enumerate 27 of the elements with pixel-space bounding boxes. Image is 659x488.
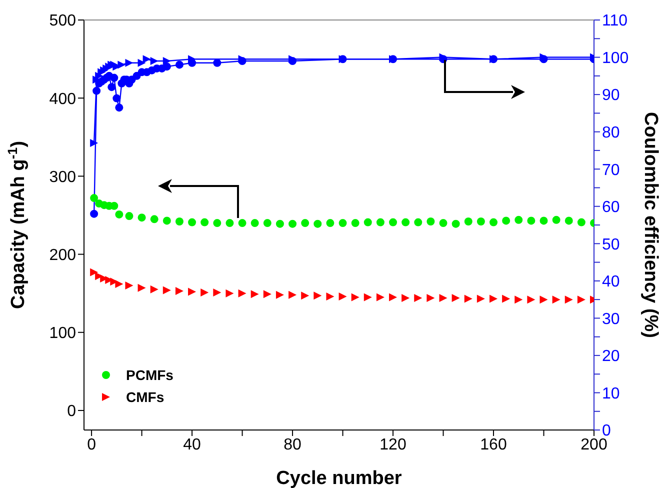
y2-tick-label: 50 [602,236,620,254]
y2-tick-label: 40 [602,274,620,291]
legend-label: PCMFs [126,367,174,383]
x-tick-label: 40 [183,436,202,454]
y-tick-label: 0 [67,403,76,420]
y2-tick-label: 100 [602,50,629,67]
x-tick-label: 200 [580,436,608,454]
y2-tick-label: 60 [602,199,620,216]
y-tick-label: 300 [49,168,76,186]
x-tick-label: 80 [284,436,302,454]
x-tick-label: 120 [380,436,406,454]
y2-tick-label: 90 [602,87,620,104]
x-axis-title: Cycle number [276,468,402,488]
y-tick-label: 100 [49,325,76,342]
y2-tick-label: 110 [602,12,628,30]
y2-tick-label: 10 [602,385,620,402]
legend-label: CMFs [126,389,164,405]
y-tick-label: 200 [49,246,76,264]
x-tick-label: 0 [87,436,96,454]
y2-axis-title: Coulombic efficiency (%) [640,112,659,338]
y2-tick-label: 30 [602,310,620,328]
y2-tick-label: 80 [602,124,620,142]
y2-tick-label: 20 [602,348,620,366]
y-tick-label: 400 [49,90,76,108]
y-tick-label: 500 [49,12,76,30]
x-tick-label: 160 [480,436,507,454]
y2-tick-label: 70 [602,162,620,179]
